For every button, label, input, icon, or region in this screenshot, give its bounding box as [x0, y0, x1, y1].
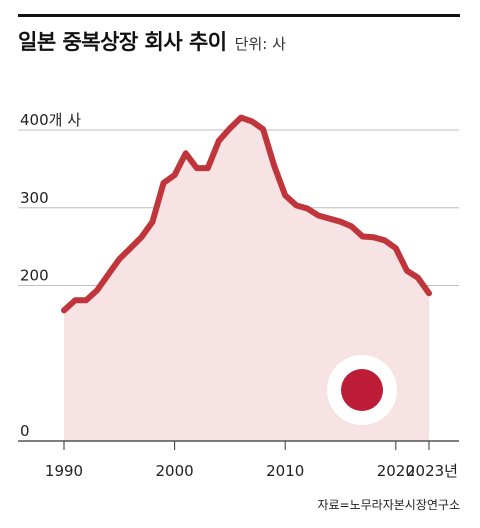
data-point	[293, 202, 299, 208]
data-point	[116, 256, 122, 262]
data-point	[105, 272, 111, 278]
data-point	[382, 237, 388, 243]
data-point	[393, 245, 399, 251]
series-area	[64, 117, 429, 441]
y-tick-label: 300	[20, 189, 49, 207]
data-point	[227, 125, 233, 131]
data-point	[205, 165, 211, 171]
data-point	[94, 287, 100, 293]
x-tick-label: 2000	[156, 462, 194, 480]
source-note: 자료=노무라자본시장연구소	[317, 498, 460, 512]
unit-label: 단위: 사	[234, 35, 286, 53]
y-tick-label: 400개 사	[20, 111, 81, 129]
data-point	[138, 234, 144, 240]
data-point	[271, 163, 277, 169]
data-point	[282, 192, 288, 198]
x-tick-label: 2020	[377, 462, 415, 480]
data-point	[327, 216, 333, 222]
data-point	[338, 219, 344, 225]
data-point	[315, 213, 321, 219]
data-point	[83, 297, 89, 303]
x-tick-label: 2023년	[406, 462, 458, 480]
data-point	[415, 275, 421, 281]
data-point	[426, 290, 432, 296]
y-tick-label: 200	[20, 267, 49, 285]
data-point	[249, 118, 255, 124]
data-point	[150, 219, 156, 225]
data-point	[194, 165, 200, 171]
data-point	[172, 172, 178, 178]
x-tick-label: 1990	[45, 462, 83, 480]
data-point	[61, 307, 67, 313]
data-point	[349, 223, 355, 229]
chart-title: 일본 중복상장 회사 추이	[18, 30, 227, 54]
data-point	[360, 234, 366, 240]
data-point	[238, 115, 244, 121]
title-rule	[18, 14, 460, 17]
data-point	[371, 234, 377, 240]
data-point	[72, 297, 78, 303]
japan-flag-icon	[327, 355, 397, 425]
y-tick-label: 0	[20, 422, 30, 440]
data-point	[260, 126, 266, 132]
data-point	[304, 206, 310, 212]
data-point	[161, 180, 167, 186]
data-point	[183, 150, 189, 156]
data-point	[127, 245, 133, 251]
x-tick-label: 2010	[266, 462, 304, 480]
data-point	[404, 268, 410, 274]
flag-sun	[341, 369, 383, 411]
data-point	[216, 138, 222, 144]
chart-header: 일본 중복상장 회사 추이 단위: 사	[18, 26, 286, 56]
series-line	[61, 114, 432, 314]
